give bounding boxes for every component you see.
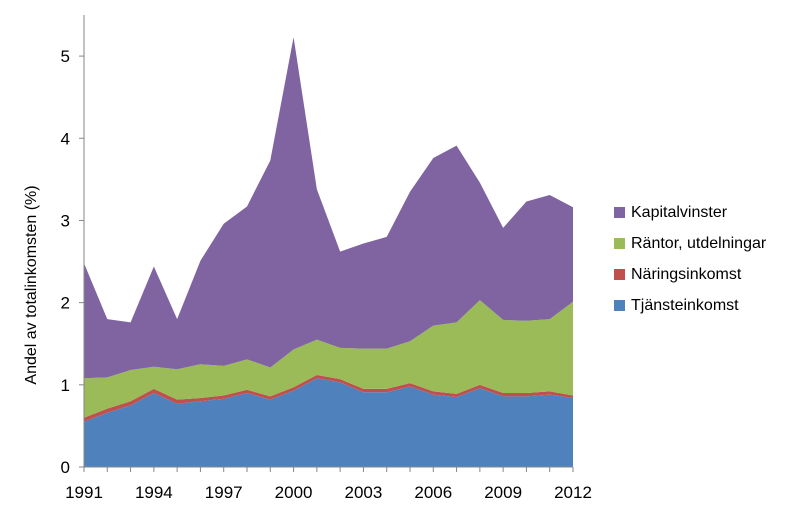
x-axis-ticks: 1991 1994 1997 2000 2003 2006 2009 2012 <box>65 467 592 502</box>
legend-swatch-tjansteinkomst <box>614 300 625 311</box>
legend-label-tjansteinkomst: Tjänsteinkomst <box>631 296 739 314</box>
x-tick-label: 1991 <box>65 483 103 502</box>
y-tick-label: 3 <box>61 211 70 230</box>
legend-swatch-naringsinkomst <box>614 269 625 280</box>
y-tick-label: 4 <box>61 129 70 148</box>
y-tick-label: 5 <box>61 47 70 66</box>
y-tick-label: 0 <box>61 458 70 477</box>
chart-legend: Kapitalvinster Räntor, utdelningar Närin… <box>614 197 766 321</box>
area-series-3 <box>84 37 573 379</box>
x-tick-label: 2000 <box>275 483 313 502</box>
x-tick-label: 2009 <box>484 483 522 502</box>
y-tick-label: 1 <box>61 376 70 395</box>
area-series-0 <box>84 378 573 467</box>
y-axis-ticks: 0 1 2 3 4 5 <box>61 47 84 477</box>
x-tick-label: 2003 <box>345 483 383 502</box>
x-tick-label: 1994 <box>135 483 173 502</box>
y-tick-label: 2 <box>61 294 70 313</box>
legend-label-kapitalvinster: Kapitalvinster <box>631 203 728 221</box>
legend-item-rantor: Räntor, utdelningar <box>614 228 766 259</box>
y-axis-label: Andel av totalinkomsten (%) <box>23 185 40 384</box>
x-tick-label: 1997 <box>205 483 243 502</box>
legend-item-kapitalvinster: Kapitalvinster <box>614 197 766 228</box>
legend-label-rantor: Räntor, utdelningar <box>631 234 767 252</box>
x-tick-label: 2012 <box>554 483 592 502</box>
chart-areas <box>84 37 573 467</box>
legend-swatch-kapitalvinster <box>614 207 625 218</box>
x-tick-label: 2006 <box>414 483 452 502</box>
area-series-2 <box>84 300 573 418</box>
legend-label-naringsinkomst: Näringsinkomst <box>631 265 742 283</box>
legend-item-naringsinkomst: Näringsinkomst <box>614 259 766 290</box>
legend-item-tjansteinkomst: Tjänsteinkomst <box>614 290 766 321</box>
legend-swatch-rantor <box>614 238 625 249</box>
chart-axes <box>83 15 573 468</box>
